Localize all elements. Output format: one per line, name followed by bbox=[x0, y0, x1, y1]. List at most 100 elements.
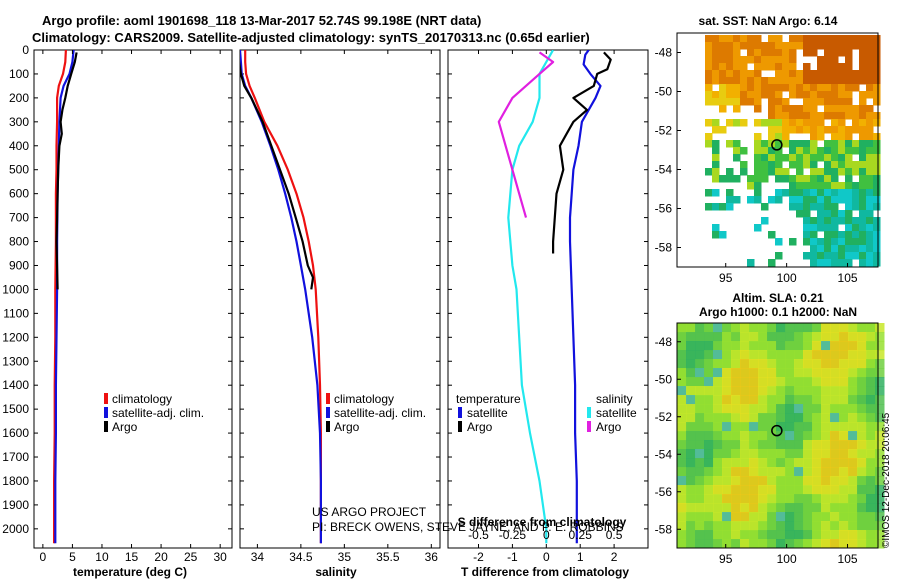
sla-cell bbox=[794, 512, 804, 522]
sst-cell bbox=[838, 140, 846, 148]
sst-cell bbox=[712, 35, 720, 43]
sst-cell bbox=[852, 161, 860, 169]
sla-cell bbox=[758, 323, 768, 333]
sst-cell bbox=[810, 252, 818, 260]
sst-cell bbox=[866, 112, 874, 120]
sst-cell bbox=[817, 182, 825, 190]
sst-cell bbox=[810, 35, 818, 43]
sst-cell bbox=[866, 147, 874, 155]
sla-cell bbox=[731, 494, 741, 504]
difference-panel-frame bbox=[447, 49, 649, 549]
sla-cell bbox=[875, 530, 885, 540]
sst-cell bbox=[803, 231, 811, 239]
sla-cell bbox=[713, 404, 723, 414]
sst-cell bbox=[761, 77, 769, 85]
temperature-panel-frame bbox=[33, 49, 233, 549]
sst-cell bbox=[712, 231, 720, 239]
sla-cell bbox=[821, 512, 831, 522]
sla-cell bbox=[812, 377, 822, 387]
sla-cell bbox=[848, 422, 858, 432]
sla-cell bbox=[821, 359, 831, 369]
sst-cell bbox=[824, 231, 832, 239]
sla-cell bbox=[785, 413, 795, 423]
sla-cell bbox=[740, 368, 750, 378]
sla-cell bbox=[695, 404, 705, 414]
sst-cell bbox=[726, 56, 734, 64]
sst-cell bbox=[866, 35, 874, 43]
sst-cell bbox=[775, 84, 783, 92]
sst-cell bbox=[838, 245, 846, 253]
sla-cell bbox=[722, 494, 732, 504]
sla-cell bbox=[830, 521, 840, 531]
sst-cell bbox=[782, 112, 790, 120]
sst-cell bbox=[747, 42, 755, 50]
sla-cell bbox=[677, 332, 687, 342]
sst-cell bbox=[705, 140, 713, 148]
sla-cell bbox=[677, 512, 687, 522]
sla-cell bbox=[830, 395, 840, 405]
sla-cell bbox=[866, 323, 876, 333]
sst-cell bbox=[824, 98, 832, 106]
temperature-legend: climatology satellite-adj. clim. Argo bbox=[104, 392, 204, 434]
sla-cell bbox=[686, 332, 696, 342]
sst-cell bbox=[810, 49, 818, 57]
sst-cell bbox=[817, 133, 825, 141]
sst-cell bbox=[803, 182, 811, 190]
sst-cell bbox=[768, 161, 776, 169]
sla-cell bbox=[749, 440, 759, 450]
sst-cell bbox=[831, 161, 839, 169]
sst-cell bbox=[733, 70, 741, 78]
sla-cell bbox=[812, 404, 822, 414]
map-lat-label: -50 bbox=[655, 85, 673, 99]
sst-cell bbox=[810, 133, 818, 141]
sla-cell bbox=[776, 494, 786, 504]
sla-cell bbox=[677, 341, 687, 351]
sla-cell bbox=[857, 422, 867, 432]
sst-cell bbox=[740, 56, 748, 64]
sla-cell bbox=[731, 485, 741, 495]
sst-cell bbox=[873, 91, 881, 99]
sla-cell bbox=[839, 467, 849, 477]
sla-cell bbox=[713, 485, 723, 495]
sla-cell bbox=[758, 395, 768, 405]
x-tick-label: 25 bbox=[184, 550, 198, 564]
sst-cell bbox=[845, 105, 853, 113]
sla-cell bbox=[767, 521, 777, 531]
sst-cell bbox=[866, 84, 874, 92]
sla-cell bbox=[821, 431, 831, 441]
sla-cell bbox=[776, 359, 786, 369]
sst-cell bbox=[775, 42, 783, 50]
sla-cell bbox=[767, 404, 777, 414]
sla-cell bbox=[731, 404, 741, 414]
sla-cell bbox=[722, 431, 732, 441]
sla-cell bbox=[722, 476, 732, 486]
sst-cell bbox=[859, 259, 867, 267]
sst-cell bbox=[789, 105, 797, 113]
sst-cell bbox=[817, 63, 825, 71]
legend-swatch-climatology bbox=[326, 393, 330, 404]
sst-cell bbox=[782, 154, 790, 162]
sla-cell bbox=[749, 332, 759, 342]
sst-cell bbox=[768, 42, 776, 50]
sst-cell bbox=[803, 189, 811, 197]
sla-cell bbox=[704, 476, 714, 486]
sst-cell bbox=[775, 140, 783, 148]
sla-cell bbox=[794, 530, 804, 540]
sla-cell bbox=[686, 512, 696, 522]
series-line-argo bbox=[240, 59, 315, 290]
sla-cell bbox=[776, 431, 786, 441]
sla-cell bbox=[677, 386, 687, 396]
sst-cell bbox=[845, 245, 853, 253]
sst-cell bbox=[803, 140, 811, 148]
sst-cell bbox=[866, 91, 874, 99]
sst-cell bbox=[873, 259, 881, 267]
sst-cell bbox=[873, 224, 881, 232]
sst-cell bbox=[796, 154, 804, 162]
sst-cell bbox=[824, 217, 832, 225]
x-tick-label: 36 bbox=[425, 550, 439, 564]
sla-cell bbox=[794, 332, 804, 342]
sst-cell bbox=[740, 35, 748, 43]
sla-cell bbox=[704, 458, 714, 468]
depth-tick-label: 1900 bbox=[2, 498, 29, 512]
